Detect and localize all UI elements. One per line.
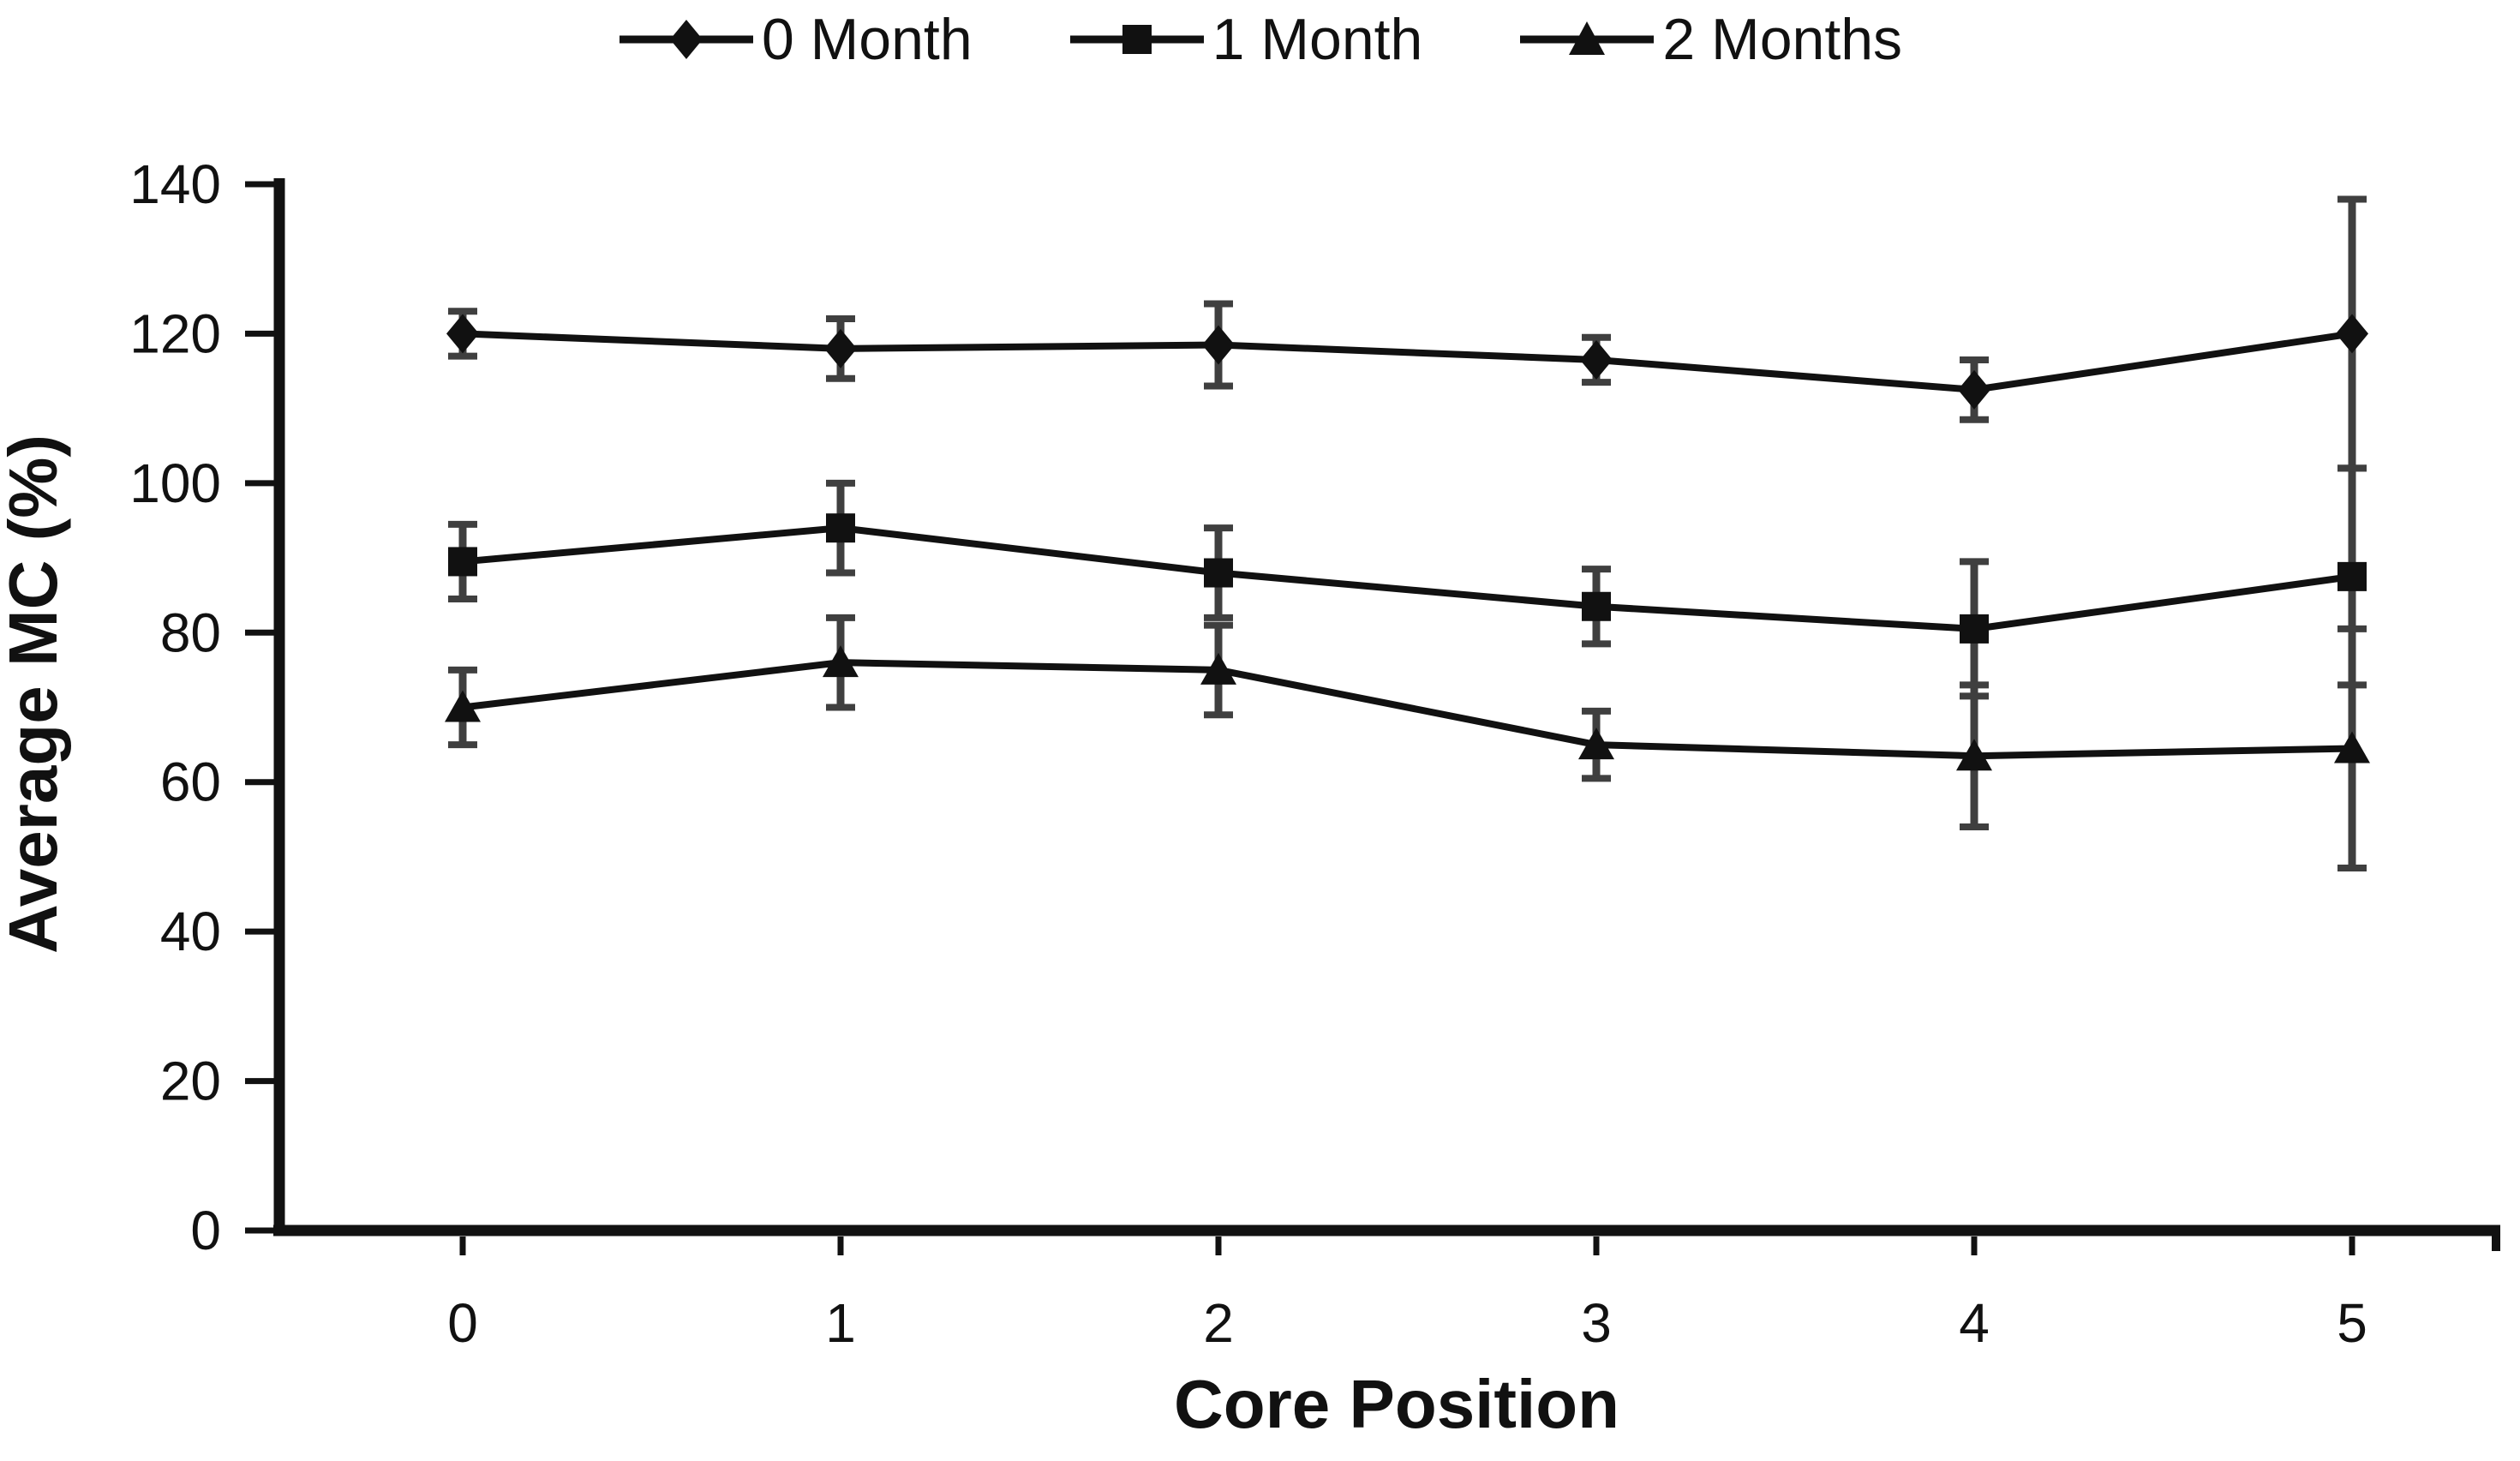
legend-label-1-month: 1 Month	[1212, 7, 1423, 72]
legend-label-0-month: 0 Month	[761, 7, 973, 72]
svg-text:80: 80	[160, 602, 221, 663]
triangle-marker-icon	[1520, 21, 1655, 55]
legend-item-1-month: 1 Month	[1068, 7, 1423, 72]
svg-text:5: 5	[2337, 1292, 2367, 1354]
svg-text:40: 40	[160, 901, 221, 962]
svg-text:0: 0	[447, 1292, 478, 1354]
legend-item-2-months: 2 Months	[1518, 10, 1902, 69]
svg-text:3: 3	[1581, 1292, 1612, 1354]
svg-text:100: 100	[129, 452, 221, 514]
svg-text:60: 60	[160, 751, 221, 813]
svg-text:Average MC (%): Average MC (%)	[0, 434, 71, 954]
svg-text:1: 1	[825, 1292, 856, 1354]
legend: 0 Month 1 Month 2 Months	[0, 3, 2520, 75]
svg-text:120: 120	[129, 302, 221, 364]
svg-text:4: 4	[1959, 1292, 1990, 1354]
svg-text:2: 2	[1203, 1292, 1234, 1354]
svg-text:140: 140	[129, 153, 221, 215]
diamond-marker-icon	[619, 20, 753, 59]
legend-label-2-months: 2 Months	[1662, 7, 1903, 72]
svg-text:0: 0	[190, 1200, 221, 1261]
legend-item-0-month: 0 Month	[618, 10, 973, 69]
svg-text:20: 20	[160, 1051, 221, 1112]
svg-text:Core Position: Core Position	[1174, 1366, 1619, 1442]
square-marker-icon	[1069, 25, 1204, 54]
